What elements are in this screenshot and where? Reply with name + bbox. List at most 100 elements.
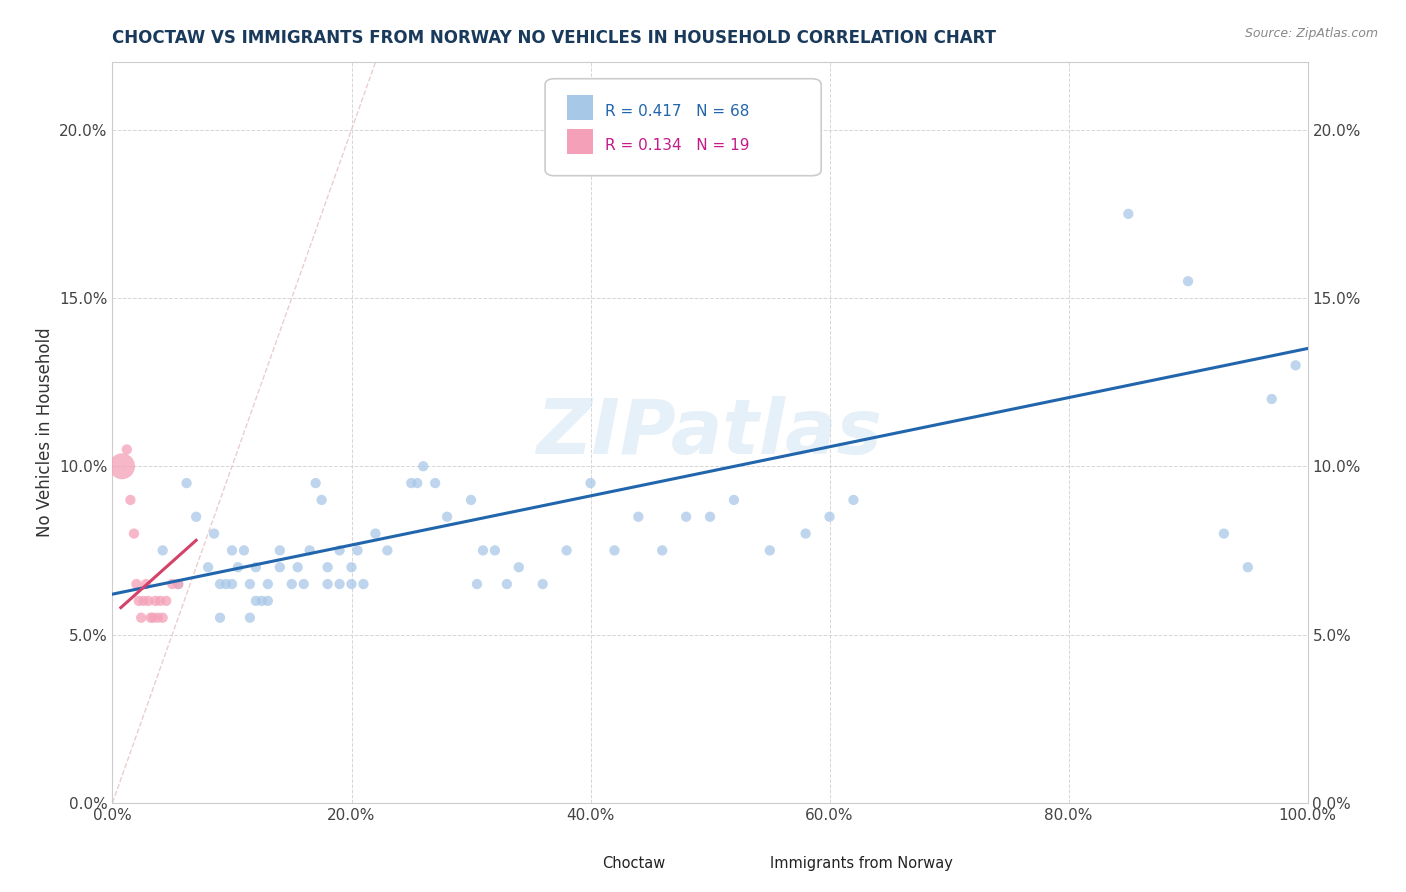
Point bbox=[221, 577, 243, 591]
Text: R = 0.417   N = 68: R = 0.417 N = 68 bbox=[605, 103, 749, 119]
FancyBboxPatch shape bbox=[734, 848, 755, 870]
Point bbox=[129, 610, 152, 624]
Point bbox=[406, 476, 429, 491]
FancyBboxPatch shape bbox=[567, 95, 593, 120]
Point bbox=[250, 594, 273, 608]
Point bbox=[245, 594, 267, 608]
Point bbox=[723, 492, 745, 507]
Point bbox=[202, 526, 225, 541]
Point bbox=[316, 577, 339, 591]
Point bbox=[111, 459, 134, 474]
Point bbox=[675, 509, 697, 524]
Point bbox=[186, 509, 208, 524]
Point bbox=[257, 577, 280, 591]
Point bbox=[1261, 392, 1284, 406]
Point bbox=[162, 577, 183, 591]
Point bbox=[125, 577, 148, 591]
Point bbox=[346, 543, 368, 558]
Point bbox=[1213, 526, 1236, 541]
Text: Immigrants from Norway: Immigrants from Norway bbox=[770, 856, 953, 871]
Point bbox=[298, 543, 321, 558]
Point bbox=[412, 459, 434, 474]
Point bbox=[377, 543, 399, 558]
Point bbox=[120, 492, 142, 507]
Point bbox=[465, 577, 488, 591]
Y-axis label: No Vehicles in Household: No Vehicles in Household bbox=[35, 327, 53, 538]
Point bbox=[221, 543, 243, 558]
Text: Source: ZipAtlas.com: Source: ZipAtlas.com bbox=[1244, 27, 1378, 40]
Point bbox=[215, 577, 238, 591]
Point bbox=[555, 543, 578, 558]
Point bbox=[167, 577, 190, 591]
Point bbox=[145, 594, 167, 608]
Point bbox=[226, 560, 249, 574]
Point bbox=[1285, 359, 1308, 373]
Point bbox=[1237, 560, 1260, 574]
FancyBboxPatch shape bbox=[546, 78, 821, 176]
Point bbox=[132, 594, 155, 608]
Point bbox=[794, 526, 817, 541]
Point bbox=[1118, 207, 1140, 221]
Point bbox=[149, 594, 172, 608]
Point bbox=[146, 610, 169, 624]
Text: ZIPatlas: ZIPatlas bbox=[537, 396, 883, 469]
Point bbox=[115, 442, 138, 457]
Point bbox=[651, 543, 673, 558]
Point bbox=[152, 610, 174, 624]
Point bbox=[316, 560, 339, 574]
Point bbox=[239, 610, 262, 624]
Point bbox=[401, 476, 423, 491]
Point bbox=[269, 560, 291, 574]
Point bbox=[197, 560, 219, 574]
Point bbox=[699, 509, 721, 524]
Point bbox=[209, 610, 232, 624]
Point bbox=[425, 476, 447, 491]
Point bbox=[603, 543, 626, 558]
Point bbox=[122, 526, 145, 541]
Point bbox=[329, 577, 352, 591]
Point bbox=[287, 560, 309, 574]
Point bbox=[176, 476, 198, 491]
Text: Choctaw: Choctaw bbox=[603, 856, 665, 871]
Point bbox=[627, 509, 650, 524]
Point bbox=[155, 594, 177, 608]
Point bbox=[1177, 274, 1199, 288]
Point bbox=[139, 610, 162, 624]
Point bbox=[340, 577, 363, 591]
Point bbox=[759, 543, 782, 558]
Point bbox=[281, 577, 304, 591]
FancyBboxPatch shape bbox=[567, 848, 588, 870]
Point bbox=[472, 543, 495, 558]
Point bbox=[842, 492, 865, 507]
Point bbox=[329, 543, 352, 558]
Point bbox=[269, 543, 291, 558]
Point bbox=[496, 577, 519, 591]
Point bbox=[245, 560, 267, 574]
Point bbox=[364, 526, 387, 541]
Point bbox=[167, 577, 190, 591]
Point bbox=[531, 577, 554, 591]
Point bbox=[436, 509, 458, 524]
Text: CHOCTAW VS IMMIGRANTS FROM NORWAY NO VEHICLES IN HOUSEHOLD CORRELATION CHART: CHOCTAW VS IMMIGRANTS FROM NORWAY NO VEH… bbox=[112, 29, 997, 47]
Point bbox=[340, 560, 363, 574]
Point bbox=[579, 476, 602, 491]
FancyBboxPatch shape bbox=[567, 128, 593, 154]
Point bbox=[239, 577, 262, 591]
Point bbox=[135, 577, 157, 591]
Point bbox=[311, 492, 333, 507]
Point bbox=[138, 594, 160, 608]
Point bbox=[305, 476, 328, 491]
Point bbox=[209, 577, 232, 591]
Point bbox=[352, 577, 374, 591]
Point bbox=[128, 594, 150, 608]
Point bbox=[233, 543, 256, 558]
Text: R = 0.134   N = 19: R = 0.134 N = 19 bbox=[605, 138, 749, 153]
Point bbox=[818, 509, 841, 524]
Point bbox=[292, 577, 315, 591]
Point bbox=[142, 610, 165, 624]
Point bbox=[257, 594, 280, 608]
Point bbox=[484, 543, 506, 558]
Point bbox=[460, 492, 482, 507]
Point bbox=[508, 560, 530, 574]
Point bbox=[152, 543, 174, 558]
